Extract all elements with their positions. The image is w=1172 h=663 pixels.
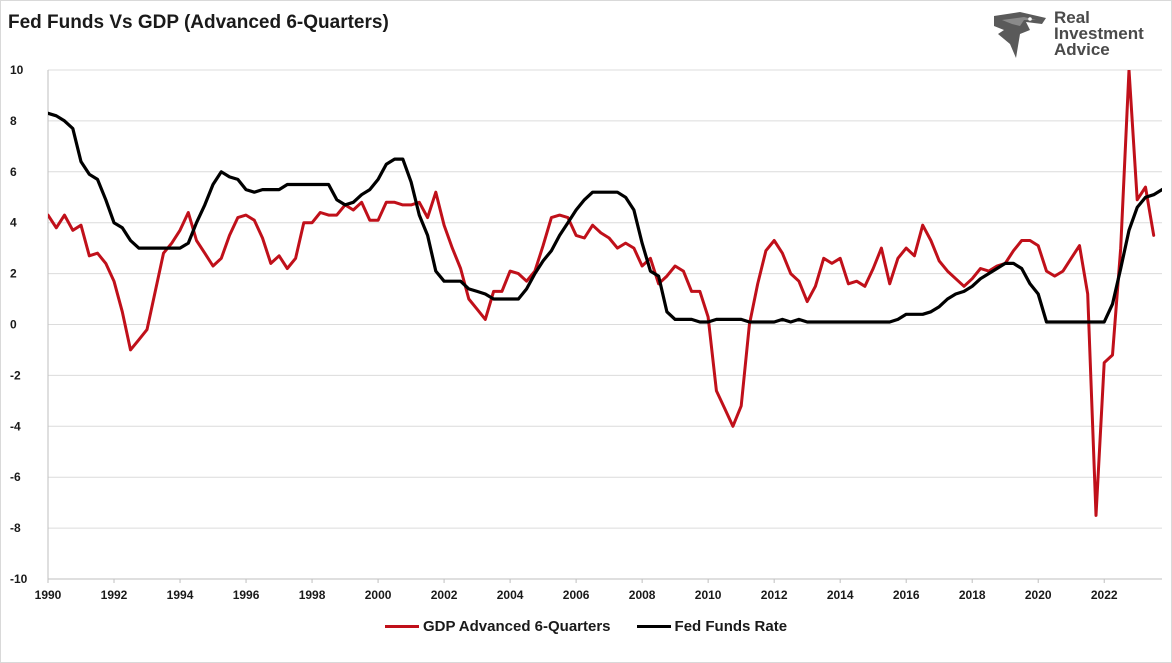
legend: GDP Advanced 6-Quarters Fed Funds Rate bbox=[0, 618, 1172, 635]
legend-swatch-gdp bbox=[384, 625, 419, 628]
y-tick-label: 2 bbox=[10, 267, 17, 281]
legend-item-gdp: GDP Advanced 6-Quarters bbox=[384, 618, 611, 635]
x-tick-label: 1998 bbox=[299, 588, 326, 602]
y-tick-label: -10 bbox=[10, 572, 28, 586]
x-tick-label: 1992 bbox=[101, 588, 128, 602]
legend-item-fed-funds: Fed Funds Rate bbox=[636, 618, 788, 635]
x-tick-label: 2022 bbox=[1091, 588, 1118, 602]
series-line-gdp bbox=[48, 70, 1156, 517]
x-tick-label: 1996 bbox=[233, 588, 260, 602]
x-tick-label: 2002 bbox=[431, 588, 458, 602]
y-tick-label: 10 bbox=[10, 63, 24, 77]
x-tick-label: 2000 bbox=[365, 588, 392, 602]
y-tick-label: -4 bbox=[10, 419, 21, 433]
y-tick-label: -6 bbox=[10, 470, 21, 484]
y-tick-label: 6 bbox=[10, 165, 17, 179]
y-tick-label: 4 bbox=[10, 216, 17, 230]
chart-title: Fed Funds Vs GDP (Advanced 6-Quarters) bbox=[8, 12, 389, 33]
y-tick-label: 8 bbox=[10, 114, 17, 128]
x-tick-label: 2004 bbox=[497, 588, 524, 602]
series-line-fed-funds bbox=[48, 111, 1162, 324]
brand-line: Real bbox=[1054, 8, 1090, 27]
y-tick-label: 0 bbox=[10, 318, 17, 332]
x-tick-label: 2020 bbox=[1025, 588, 1052, 602]
x-tick-label: 2016 bbox=[893, 588, 920, 602]
x-tick-label: 1990 bbox=[35, 588, 62, 602]
x-tick-label: 2018 bbox=[959, 588, 986, 602]
x-tick-label: 2008 bbox=[629, 588, 656, 602]
legend-label-gdp: GDP Advanced 6-Quarters bbox=[422, 618, 611, 635]
x-tick-label: 2010 bbox=[695, 588, 722, 602]
x-tick-label: 2014 bbox=[827, 588, 854, 602]
legend-label-fed-funds: Fed Funds Rate bbox=[674, 618, 788, 635]
brand-logo: Real Investment Advice bbox=[990, 8, 1160, 62]
x-tick-label: 2012 bbox=[761, 588, 788, 602]
y-tick-label: -8 bbox=[10, 521, 21, 535]
brand-line: Advice bbox=[1054, 40, 1110, 59]
x-tick-label: 2006 bbox=[563, 588, 590, 602]
brand-line: Investment bbox=[1054, 24, 1144, 43]
y-tick-label: -2 bbox=[10, 368, 21, 382]
brand-name: Real Investment Advice bbox=[1054, 8, 1144, 59]
legend-swatch-fed-funds bbox=[636, 625, 671, 628]
eagle-icon bbox=[994, 12, 1046, 58]
x-tick-label: 1994 bbox=[167, 588, 194, 602]
